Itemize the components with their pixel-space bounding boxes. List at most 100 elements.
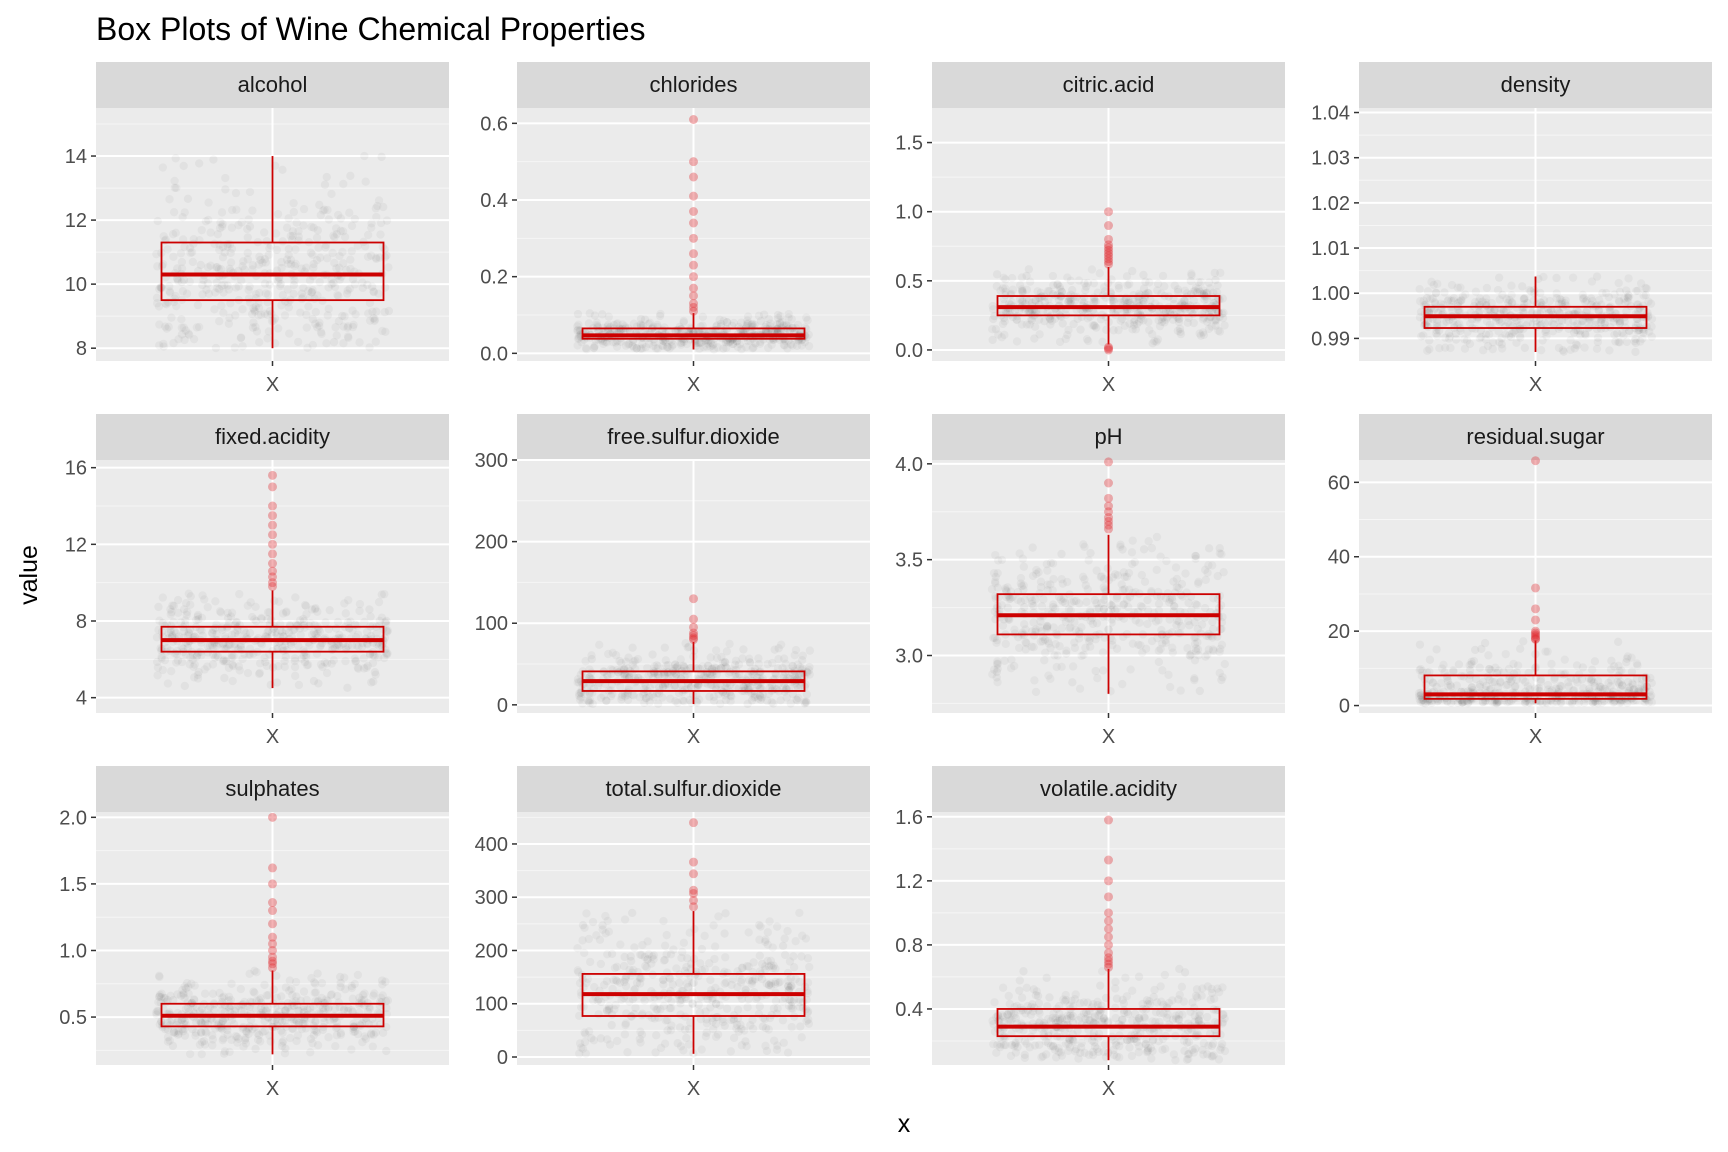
- y-tick-label: 1.01: [1311, 238, 1350, 260]
- sample-point: [723, 1005, 731, 1013]
- sample-point: [1573, 678, 1581, 686]
- outlier-point: [1531, 583, 1540, 593]
- outliers: [1104, 457, 1113, 534]
- sample-point: [626, 956, 636, 966]
- sample-point: [1497, 340, 1506, 349]
- outlier-point: [689, 622, 698, 632]
- outlier-point: [1531, 634, 1540, 644]
- sample-point: [735, 660, 743, 668]
- sample-point: [1595, 685, 1603, 693]
- sample-point: [768, 659, 776, 667]
- sample-point: [1605, 346, 1613, 354]
- sample-point: [332, 624, 340, 632]
- sample-point: [335, 998, 343, 1006]
- sample-point: [1570, 344, 1579, 353]
- sample-point: [1202, 576, 1210, 584]
- sample-point: [243, 233, 252, 242]
- facet-strip: [1359, 414, 1712, 460]
- sample-point: [261, 280, 269, 288]
- sample-point: [228, 677, 236, 685]
- outlier-point: [268, 952, 277, 962]
- sample-point: [346, 255, 354, 263]
- sample-point: [350, 620, 360, 629]
- sample-point: [302, 996, 310, 1004]
- sample-point: [282, 646, 290, 654]
- sample-point: [589, 918, 597, 926]
- sample-point: [1133, 310, 1141, 318]
- sample-point: [263, 237, 271, 245]
- sample-point: [1096, 269, 1104, 277]
- sample-point: [377, 976, 387, 985]
- sample-point: [220, 1001, 230, 1010]
- sample-point: [184, 1003, 192, 1011]
- sample-point: [711, 966, 719, 974]
- sample-point: [1058, 319, 1067, 328]
- facet-strip-label: sulphates: [225, 776, 319, 801]
- sample-point: [281, 663, 289, 671]
- sample-point: [1158, 639, 1166, 647]
- sample-point: [1578, 663, 1588, 672]
- sample-point: [245, 222, 255, 231]
- sample-point: [204, 263, 212, 271]
- sample-point: [1144, 537, 1152, 545]
- outlier-point: [268, 582, 277, 591]
- sample-point: [1504, 318, 1512, 326]
- sample-point: [263, 334, 271, 342]
- sample-point: [336, 276, 344, 284]
- sample-point: [209, 1035, 217, 1043]
- sample-point: [776, 696, 784, 704]
- sample-point: [272, 678, 282, 687]
- sample-point: [992, 673, 1001, 682]
- sample-point: [204, 603, 212, 611]
- sample-point: [313, 234, 321, 242]
- sample-point: [756, 922, 765, 931]
- sample-point: [212, 344, 220, 352]
- sample-point: [200, 665, 208, 673]
- sample-point: [990, 311, 999, 321]
- sample-point: [1043, 560, 1051, 568]
- sample-point: [1507, 282, 1515, 290]
- sample-point: [1561, 655, 1569, 663]
- sample-point: [186, 592, 195, 601]
- sample-point: [699, 313, 707, 321]
- sample-point: [317, 660, 325, 668]
- sample-point: [291, 593, 300, 602]
- outlier-point: [689, 902, 698, 912]
- facet-strip-label: alcohol: [238, 72, 308, 97]
- sample-point: [1552, 273, 1561, 283]
- sample-point: [725, 640, 733, 648]
- sample-point: [659, 917, 667, 925]
- sample-point: [369, 314, 378, 323]
- sample-point: [655, 311, 665, 321]
- sample-point: [236, 643, 244, 651]
- sample-point: [595, 641, 603, 649]
- sample-point: [216, 218, 224, 226]
- sample-point: [260, 981, 268, 989]
- sample-point: [585, 309, 594, 318]
- sample-point: [1515, 644, 1525, 653]
- facet-strip-label: residual.sugar: [1466, 424, 1604, 449]
- sample-point: [255, 669, 264, 679]
- sample-point: [1201, 652, 1209, 660]
- sample-point: [279, 609, 287, 617]
- sample-point: [1490, 678, 1498, 686]
- sample-point: [719, 344, 728, 353]
- sample-point: [700, 932, 708, 940]
- sample-point: [1137, 602, 1145, 610]
- sample-point: [1639, 291, 1648, 300]
- sample-point: [247, 598, 255, 606]
- sample-point: [1624, 274, 1632, 282]
- sample-point: [779, 1016, 787, 1024]
- x-tick-label: X: [1102, 374, 1115, 396]
- sample-point: [1128, 325, 1136, 333]
- sample-point: [260, 654, 268, 662]
- outlier-point: [268, 812, 277, 822]
- sample-point: [630, 943, 639, 952]
- sample-point: [153, 217, 161, 225]
- sample-point: [624, 653, 633, 662]
- sample-point: [342, 609, 350, 617]
- sample-point: [267, 310, 275, 318]
- y-tick-label: 20: [1328, 621, 1350, 643]
- outlier-point: [1104, 342, 1113, 352]
